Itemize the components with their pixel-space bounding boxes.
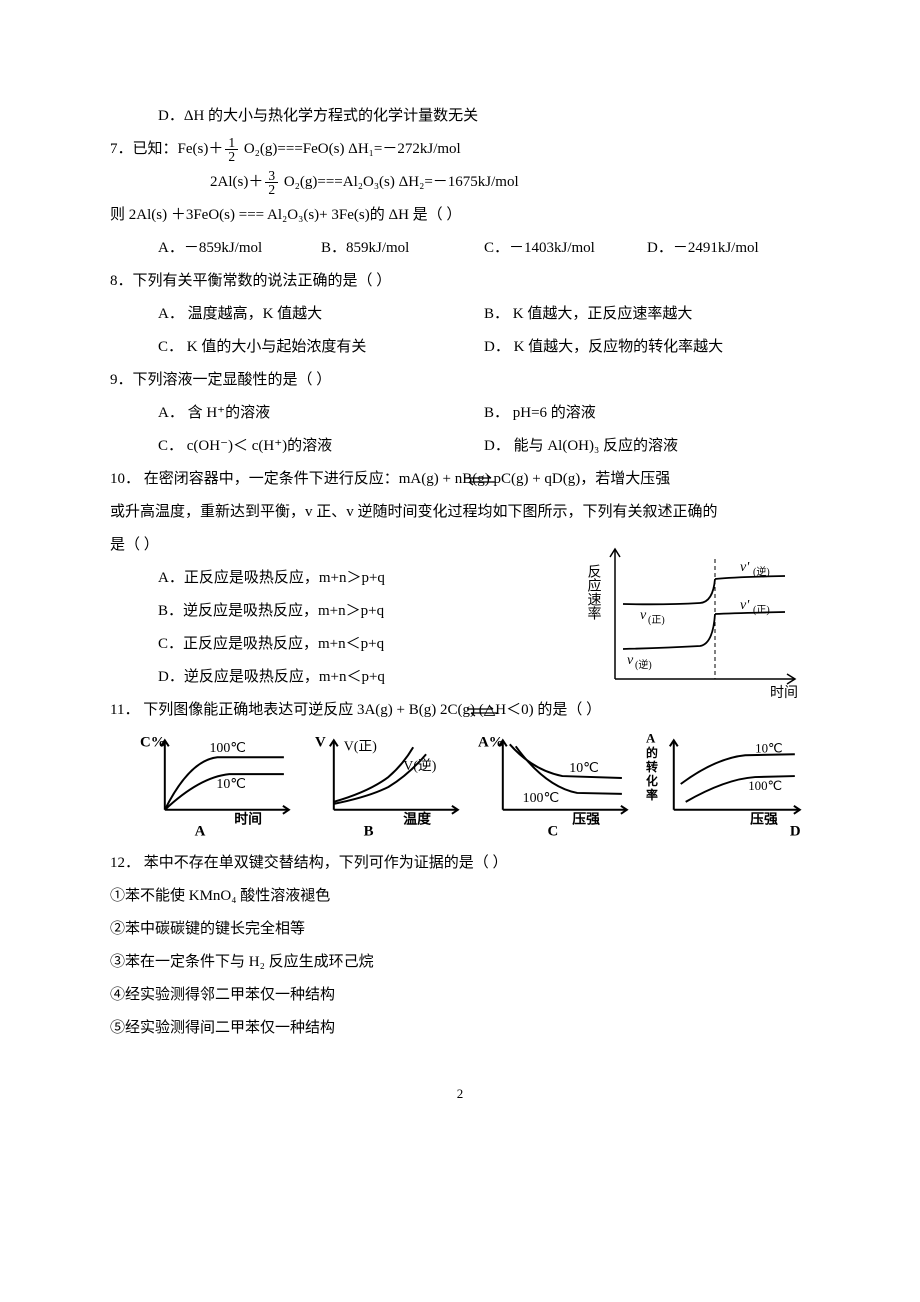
q7-eq2-rest: O₂(g)===Al₂O₃(s) ΔH₂=－1675kJ/mol <box>280 174 519 190</box>
svg-text:V: V <box>315 734 326 750</box>
svg-text:100℃: 100℃ <box>748 779 782 793</box>
q8-opt-a: A． 温度越高，K 值越大 <box>158 298 484 331</box>
q10-body: 是（ ） A．正反应是吸热反应，m+n＞p+q B．逆反应是吸热反应，m+n＞p… <box>110 529 810 694</box>
q6-option-d: D．ΔH 的大小与热化学方程式的化学计量数无关 <box>110 100 810 133</box>
svg-text:的: 的 <box>646 746 658 760</box>
svg-text:V(逆): V(逆) <box>403 758 437 774</box>
q9-opt-d: D． 能与 Al(OH)₃ 反应的溶液 <box>484 430 810 463</box>
q9-opt-a: A． 含 H⁺的溶液 <box>158 397 484 430</box>
svg-text:v: v <box>640 608 647 623</box>
svg-text:(逆): (逆) <box>753 565 770 578</box>
svg-text:C: C <box>547 824 558 837</box>
q8-row1: A． 温度越高，K 值越大 B． K 值越大，正反应速率越大 <box>110 298 810 331</box>
svg-text:10℃: 10℃ <box>569 761 598 776</box>
svg-text:(正): (正) <box>753 605 770 616</box>
q7-opt-a: A．－859kJ/mol <box>158 232 321 265</box>
q10-rate-time-graph: 反应速率 时间 v(正) v(逆) v'(逆) v'(正) <box>585 539 810 699</box>
q10-stem1: 10． 在密闭容器中，一定条件下进行反应：mA(g) + nB(g) pC(g)… <box>110 463 810 496</box>
q12-s1: ①苯不能使 KMnO₄ 酸性溶液褪色 <box>110 880 810 913</box>
q10-opt-b: B．逆反应是吸热反应，m+n＞p+q <box>110 595 450 628</box>
q10-opt-c: C．正反应是吸热反应，m+n＜p+q <box>110 628 450 661</box>
q9-stem: 9．下列溶液一定显酸性的是（ ） <box>110 364 810 397</box>
svg-text:压强: 压强 <box>750 812 778 828</box>
svg-text:v: v <box>627 653 634 668</box>
q11-chart-d: A 的 转 化 率 压强 D 10℃ 100℃ <box>646 732 810 837</box>
svg-text:化: 化 <box>646 774 658 788</box>
svg-text:率: 率 <box>646 788 658 802</box>
svg-text:(正): (正) <box>648 615 665 626</box>
q12-s5: ⑤经实验测得间二甲苯仅一种结构 <box>110 1012 810 1045</box>
svg-text:B: B <box>363 824 373 837</box>
q8-opt-b: B． K 值越大，正反应速率越大 <box>484 298 810 331</box>
equilibrium-arrow-icon <box>463 473 497 487</box>
q11-chart-a: C% 时间 A 100℃ 10℃ <box>140 732 299 837</box>
q7-line3: 则 2Al(s) ＋3FeO(s) === Al₂O₃(s)+ 3Fe(s)的 … <box>110 199 810 232</box>
q7-opt-c: C．－1403kJ/mol <box>484 232 647 265</box>
q7-line1: 7．已知：Fe(s)＋12 O₂(g)===FeO(s) ΔH₁=－272kJ/… <box>110 133 810 166</box>
svg-text:C%: C% <box>140 734 166 750</box>
q10-ylabel: 反应速率 <box>586 564 602 620</box>
svg-text:A%: A% <box>478 734 504 750</box>
q9-row1: A． 含 H⁺的溶液 B． pH=6 的溶液 <box>110 397 810 430</box>
svg-text:A: A <box>195 824 206 837</box>
q7-line2-prefix: 2Al(s)＋ <box>210 174 263 190</box>
svg-text:V(正): V(正) <box>343 739 377 754</box>
q7-options: A．－859kJ/mol B．859kJ/mol C．－1403kJ/mol D… <box>110 232 810 265</box>
q8-row2: C． K 值的大小与起始浓度有关 D． K 值越大，反应物的转化率越大 <box>110 331 810 364</box>
q7-eq1-rest: O₂(g)===FeO(s) ΔH₁=－272kJ/mol <box>240 141 461 157</box>
svg-text:时间: 时间 <box>234 811 262 828</box>
q7-opt-b: B．859kJ/mol <box>321 232 484 265</box>
svg-text:温度: 温度 <box>403 811 431 828</box>
q7-prefix: 7．已知：Fe(s)＋ <box>110 141 223 157</box>
q9-row2: C． c(OH⁻)＜ c(H⁺)的溶液 D． 能与 Al(OH)₃ 反应的溶液 <box>110 430 810 463</box>
svg-text:10℃: 10℃ <box>755 741 782 755</box>
svg-text:10℃: 10℃ <box>216 777 245 792</box>
svg-text:100℃: 100℃ <box>522 791 558 806</box>
q12-s4: ④经实验测得邻二甲苯仅一种结构 <box>110 979 810 1012</box>
q11-charts-row: C% 时间 A 100℃ 10℃ V 温度 B V(正) V(逆) A% 压强 … <box>140 732 810 837</box>
q11-stem: 11． 下列图像能正确地表达可逆反应 3A(g) + B(g) 2C(g) (△… <box>110 694 810 727</box>
q7-opt-d: D．－2491kJ/mol <box>647 232 810 265</box>
svg-text:v': v' <box>740 598 750 613</box>
svg-text:A: A <box>646 732 656 745</box>
equilibrium-arrow-icon <box>465 704 499 718</box>
q10-opt-d: D．逆反应是吸热反应，m+n＜p+q <box>110 661 450 694</box>
svg-text:压强: 压强 <box>572 812 600 828</box>
svg-text:100℃: 100℃ <box>209 741 245 756</box>
q9-opt-c: C． c(OH⁻)＜ c(H⁺)的溶液 <box>158 430 484 463</box>
q12-s2: ②苯中碳碳键的键长完全相等 <box>110 913 810 946</box>
q12-stem: 12． 苯中不存在单双键交替结构，下列可作为证据的是（ ） <box>110 847 810 880</box>
svg-text:v': v' <box>740 560 750 575</box>
q10-opt-a: A．正反应是吸热反应，m+n＞p+q <box>110 562 450 595</box>
q11-chart-c: A% 压强 C 10℃ 100℃ <box>478 732 637 837</box>
q8-opt-c: C． K 值的大小与起始浓度有关 <box>158 331 484 364</box>
q10-stem2: 或升高温度，重新达到平衡，v 正、v 逆随时间变化过程均如下图所示，下列有关叙述… <box>110 496 810 529</box>
fraction-1-2: 12 <box>225 136 238 164</box>
q7-line2: 2Al(s)＋32 O₂(g)===Al₂O₃(s) ΔH₂=－1675kJ/m… <box>110 166 810 199</box>
q12-s3: ③苯在一定条件下与 H₂ 反应生成环己烷 <box>110 946 810 979</box>
svg-text:D: D <box>790 824 801 837</box>
q9-opt-b: B． pH=6 的溶液 <box>484 397 810 430</box>
svg-text:(逆): (逆) <box>635 658 652 671</box>
q11-chart-b: V 温度 B V(正) V(逆) <box>309 732 468 837</box>
page-number: 2 <box>110 1080 810 1109</box>
svg-text:转: 转 <box>646 760 658 774</box>
fraction-3-2: 32 <box>265 169 278 197</box>
q8-stem: 8．下列有关平衡常数的说法正确的是（ ） <box>110 265 810 298</box>
q8-opt-d: D． K 值越大，反应物的转化率越大 <box>484 331 810 364</box>
